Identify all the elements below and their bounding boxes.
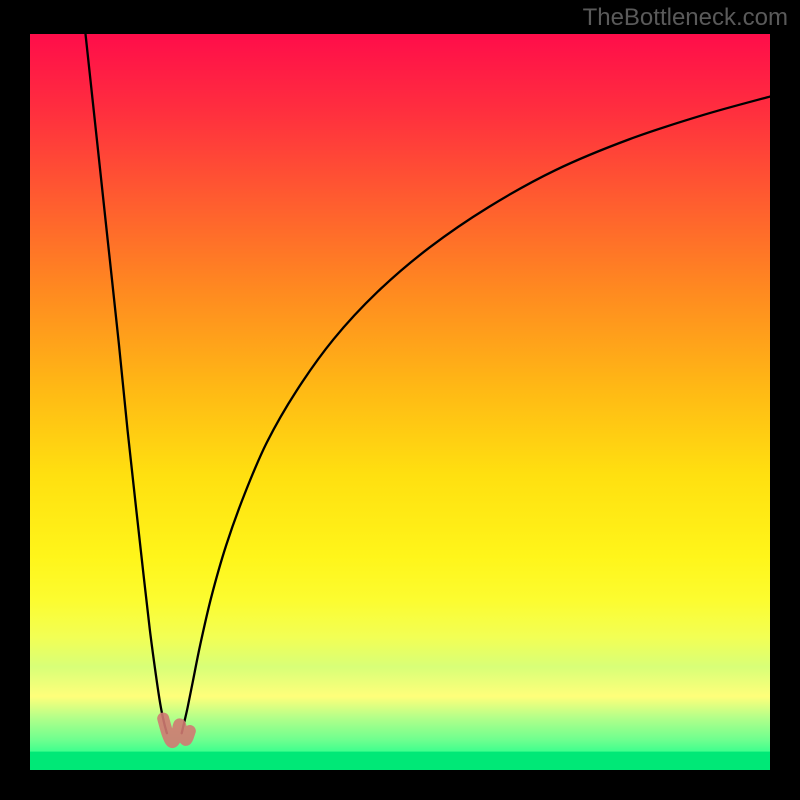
watermark-text: TheBottleneck.com <box>583 4 788 32</box>
chart-svg <box>30 34 770 770</box>
bottom-green-strip <box>30 752 770 770</box>
plot-background <box>30 34 770 770</box>
plot-area <box>30 34 770 770</box>
chart-root: TheBottleneck.com <box>0 0 800 800</box>
